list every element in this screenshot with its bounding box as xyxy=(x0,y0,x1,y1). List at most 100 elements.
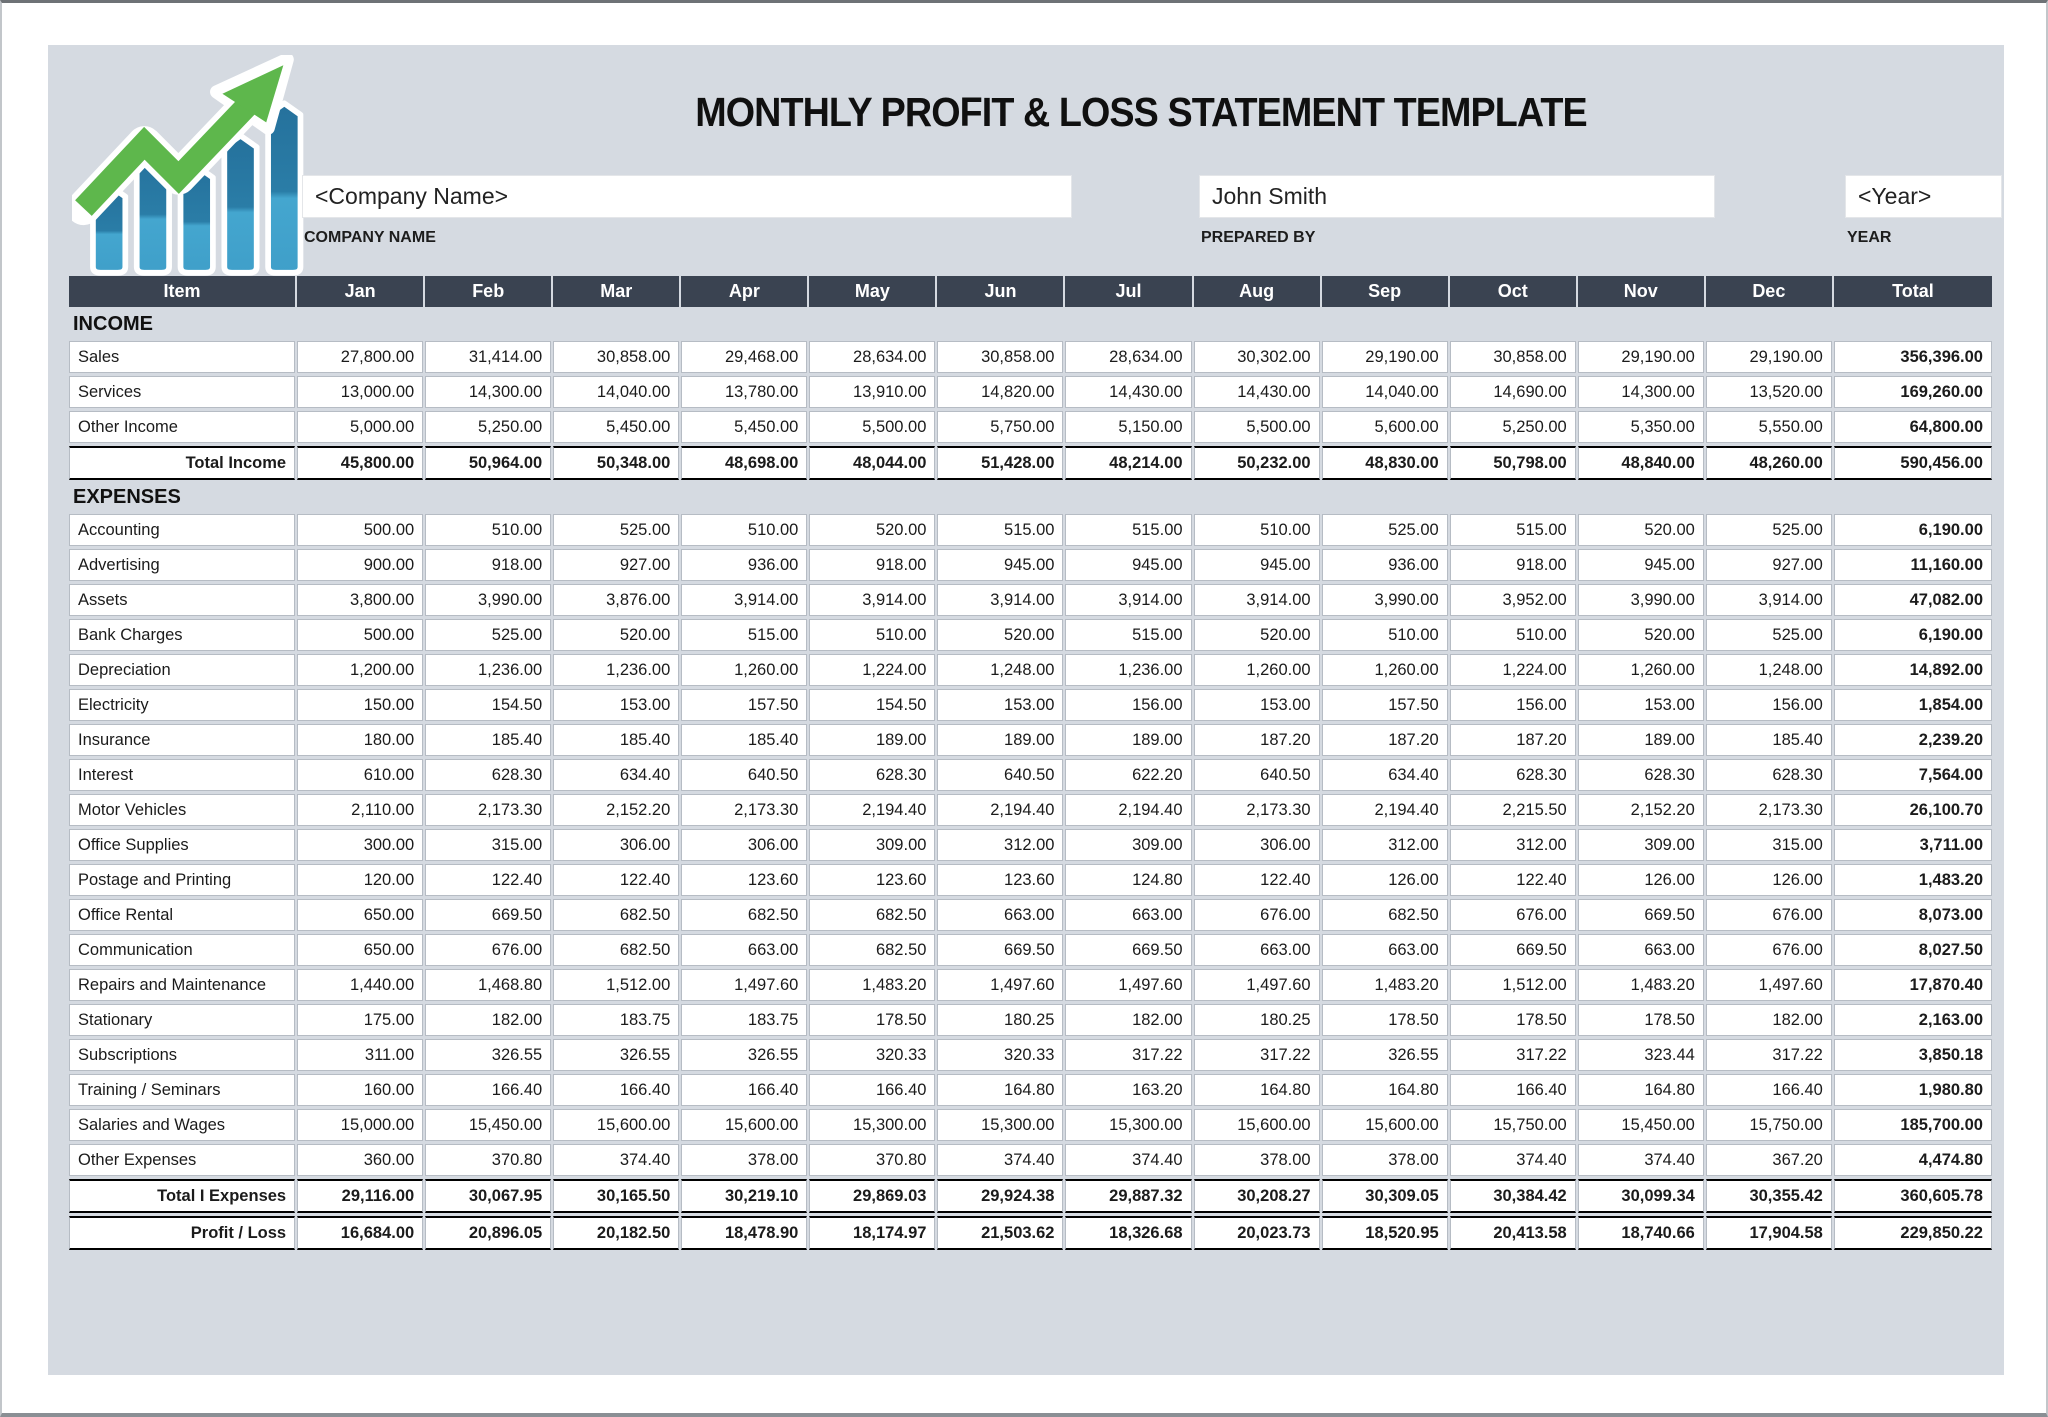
item-cell[interactable]: Bank Charges xyxy=(69,619,296,651)
value-cell[interactable]: 3,990.00 xyxy=(425,584,552,616)
value-cell[interactable]: 166.40 xyxy=(809,1074,936,1106)
value-cell[interactable]: 1,200.00 xyxy=(297,654,424,686)
value-cell[interactable]: 30,067.95 xyxy=(425,1179,552,1213)
value-cell[interactable]: 676.00 xyxy=(425,934,552,966)
value-cell[interactable]: 510.00 xyxy=(425,514,552,546)
value-cell[interactable]: 154.50 xyxy=(425,689,552,721)
value-cell[interactable]: 634.40 xyxy=(1321,759,1448,791)
value-cell[interactable]: 180.25 xyxy=(937,1004,1064,1036)
value-cell[interactable]: 153.00 xyxy=(553,689,680,721)
value-cell[interactable]: 180.25 xyxy=(1193,1004,1320,1036)
value-cell[interactable]: 927.00 xyxy=(553,549,680,581)
value-cell[interactable]: 682.50 xyxy=(553,934,680,966)
value-cell[interactable]: 30,309.05 xyxy=(1321,1179,1448,1213)
value-cell[interactable]: 312.00 xyxy=(1321,829,1448,861)
value-cell[interactable]: 164.80 xyxy=(1193,1074,1320,1106)
value-cell[interactable]: 122.40 xyxy=(1193,864,1320,896)
value-cell[interactable]: 676.00 xyxy=(1193,899,1320,931)
value-cell[interactable]: 5,350.00 xyxy=(1577,411,1704,443)
value-cell[interactable]: 378.00 xyxy=(1193,1144,1320,1176)
value-cell[interactable]: 663.00 xyxy=(1193,934,1320,966)
value-cell[interactable]: 182.00 xyxy=(425,1004,552,1036)
value-cell[interactable]: 515.00 xyxy=(681,619,808,651)
value-cell[interactable]: 156.00 xyxy=(1065,689,1192,721)
value-cell[interactable]: 1,224.00 xyxy=(809,654,936,686)
value-cell[interactable]: 122.40 xyxy=(425,864,552,896)
value-cell[interactable]: 18,740.66 xyxy=(1577,1216,1704,1250)
value-cell[interactable]: 182.00 xyxy=(1705,1004,1832,1036)
total-cell[interactable]: 2,239.20 xyxy=(1833,724,1992,756)
value-cell[interactable]: 30,219.10 xyxy=(681,1179,808,1213)
value-cell[interactable]: 2,194.40 xyxy=(1065,794,1192,826)
value-cell[interactable]: 166.40 xyxy=(681,1074,808,1106)
value-cell[interactable]: 30,302.00 xyxy=(1193,341,1320,373)
value-cell[interactable]: 5,500.00 xyxy=(809,411,936,443)
value-cell[interactable]: 156.00 xyxy=(1705,689,1832,721)
value-cell[interactable]: 123.60 xyxy=(681,864,808,896)
item-cell[interactable]: Other Expenses xyxy=(69,1144,296,1176)
value-cell[interactable]: 1,483.20 xyxy=(809,969,936,1001)
value-cell[interactable]: 150.00 xyxy=(297,689,424,721)
value-cell[interactable]: 520.00 xyxy=(1577,514,1704,546)
value-cell[interactable]: 163.20 xyxy=(1065,1074,1192,1106)
value-cell[interactable]: 18,520.95 xyxy=(1321,1216,1448,1250)
value-cell[interactable]: 945.00 xyxy=(1193,549,1320,581)
value-cell[interactable]: 48,044.00 xyxy=(809,446,936,480)
value-cell[interactable]: 1,260.00 xyxy=(1193,654,1320,686)
item-cell[interactable]: Total Income xyxy=(69,446,296,480)
value-cell[interactable]: 510.00 xyxy=(1449,619,1576,651)
item-cell[interactable]: Insurance xyxy=(69,724,296,756)
value-cell[interactable]: 185.40 xyxy=(425,724,552,756)
value-cell[interactable]: 669.50 xyxy=(1449,934,1576,966)
value-cell[interactable]: 374.40 xyxy=(1577,1144,1704,1176)
value-cell[interactable]: 669.50 xyxy=(1577,899,1704,931)
value-cell[interactable]: 178.50 xyxy=(1321,1004,1448,1036)
value-cell[interactable]: 15,300.00 xyxy=(1065,1109,1192,1141)
value-cell[interactable]: 945.00 xyxy=(1577,549,1704,581)
value-cell[interactable]: 15,750.00 xyxy=(1705,1109,1832,1141)
value-cell[interactable]: 1,260.00 xyxy=(681,654,808,686)
value-cell[interactable]: 306.00 xyxy=(553,829,680,861)
value-cell[interactable]: 650.00 xyxy=(297,899,424,931)
total-cell[interactable]: 2,163.00 xyxy=(1833,1004,1992,1036)
value-cell[interactable]: 628.30 xyxy=(425,759,552,791)
value-cell[interactable]: 1,260.00 xyxy=(1577,654,1704,686)
value-cell[interactable]: 1,512.00 xyxy=(553,969,680,1001)
value-cell[interactable]: 3,914.00 xyxy=(937,584,1064,616)
value-cell[interactable]: 50,232.00 xyxy=(1193,446,1320,480)
value-cell[interactable]: 15,600.00 xyxy=(1321,1109,1448,1141)
value-cell[interactable]: 1,497.60 xyxy=(681,969,808,1001)
value-cell[interactable]: 317.22 xyxy=(1449,1039,1576,1071)
value-cell[interactable]: 1,236.00 xyxy=(425,654,552,686)
value-cell[interactable]: 2,194.40 xyxy=(937,794,1064,826)
value-cell[interactable]: 164.80 xyxy=(1321,1074,1448,1106)
value-cell[interactable]: 14,820.00 xyxy=(937,376,1064,408)
item-cell[interactable]: Training / Seminars xyxy=(69,1074,296,1106)
value-cell[interactable]: 510.00 xyxy=(681,514,808,546)
value-cell[interactable]: 315.00 xyxy=(1705,829,1832,861)
value-cell[interactable]: 676.00 xyxy=(1705,899,1832,931)
value-cell[interactable]: 21,503.62 xyxy=(937,1216,1064,1250)
value-cell[interactable]: 682.50 xyxy=(809,934,936,966)
value-cell[interactable]: 640.50 xyxy=(1193,759,1320,791)
value-cell[interactable]: 28,634.00 xyxy=(1065,341,1192,373)
value-cell[interactable]: 14,040.00 xyxy=(553,376,680,408)
value-cell[interactable]: 628.30 xyxy=(1705,759,1832,791)
value-cell[interactable]: 378.00 xyxy=(1321,1144,1448,1176)
value-cell[interactable]: 663.00 xyxy=(1065,899,1192,931)
value-cell[interactable]: 306.00 xyxy=(1193,829,1320,861)
value-cell[interactable]: 312.00 xyxy=(937,829,1064,861)
value-cell[interactable]: 5,450.00 xyxy=(553,411,680,443)
value-cell[interactable]: 18,174.97 xyxy=(809,1216,936,1250)
value-cell[interactable]: 1,497.60 xyxy=(937,969,1064,1001)
value-cell[interactable]: 525.00 xyxy=(1321,514,1448,546)
value-cell[interactable]: 520.00 xyxy=(553,619,680,651)
value-cell[interactable]: 640.50 xyxy=(681,759,808,791)
total-cell[interactable]: 1,854.00 xyxy=(1833,689,1992,721)
value-cell[interactable]: 166.40 xyxy=(425,1074,552,1106)
value-cell[interactable]: 50,964.00 xyxy=(425,446,552,480)
value-cell[interactable]: 3,990.00 xyxy=(1577,584,1704,616)
value-cell[interactable]: 157.50 xyxy=(1321,689,1448,721)
value-cell[interactable]: 27,800.00 xyxy=(297,341,424,373)
value-cell[interactable]: 374.40 xyxy=(1449,1144,1576,1176)
